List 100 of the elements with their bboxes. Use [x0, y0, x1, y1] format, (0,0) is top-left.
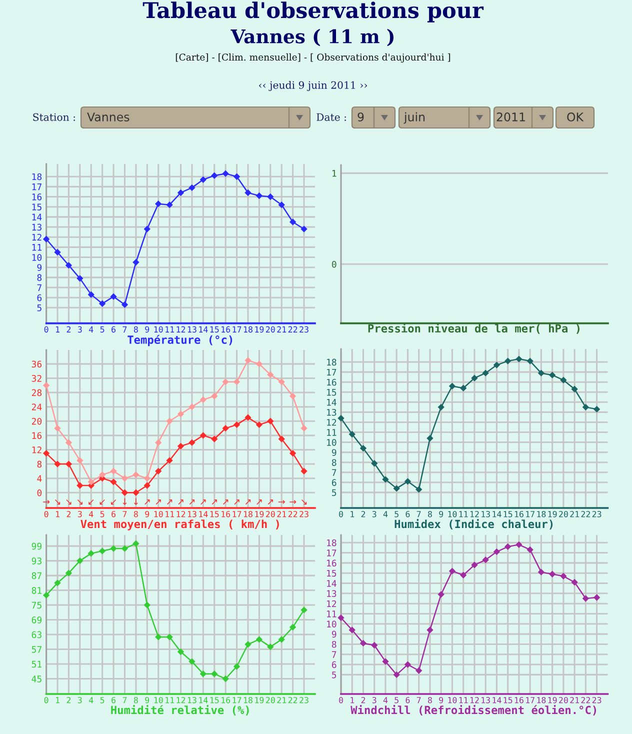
point: [516, 542, 522, 548]
x-tick-label: 9: [145, 326, 150, 333]
point: [527, 546, 534, 553]
point: [200, 670, 206, 677]
point: [371, 460, 378, 466]
y-tick-label: 12: [327, 418, 336, 426]
y-tick-label: 63: [32, 631, 42, 638]
y-tick-label: 12: [32, 446, 42, 454]
point: [211, 172, 218, 179]
point: [54, 580, 61, 586]
point: [449, 383, 456, 390]
x-tick-label: 7: [122, 326, 127, 332]
x-axis-title: Humidex (Indice chaleur): [394, 518, 553, 530]
y-tick-label: 5: [37, 304, 42, 312]
y-tick-label: 11: [327, 429, 336, 436]
text: Vannes ( 11 m ): [230, 28, 394, 46]
point: [290, 218, 296, 226]
point: [188, 658, 196, 665]
y-tick-label: 6: [332, 661, 336, 668]
annotation: →: [290, 500, 296, 504]
y-tick-label: 7: [332, 469, 336, 476]
point: [66, 262, 72, 268]
annotation: ↘: [54, 500, 60, 505]
point: [360, 640, 366, 646]
y-tick-label: 8: [37, 274, 42, 282]
point: [349, 626, 356, 634]
point: [416, 486, 422, 492]
x-tick-label: 21: [277, 696, 286, 704]
point: [244, 190, 252, 196]
y-tick-label: 5: [332, 489, 336, 496]
point: [43, 236, 50, 242]
y-tick-label: 9: [37, 264, 42, 271]
x-tick-label: 7: [416, 697, 421, 704]
x-tick-label: 3: [78, 696, 82, 704]
x-tick-label: 23: [300, 696, 308, 704]
point: [560, 573, 566, 580]
x-tick-label: 19: [548, 510, 557, 518]
x-tick-label: 10: [154, 696, 163, 704]
x-tick-label: 8: [134, 696, 138, 704]
point: [549, 571, 556, 578]
x-tick-label: 5: [100, 697, 104, 704]
x-tick-label: 17: [526, 697, 534, 704]
point: [122, 490, 128, 496]
point: [256, 422, 262, 428]
point: [300, 425, 308, 432]
point: [494, 548, 500, 555]
x-tick-label: 23: [592, 510, 602, 518]
point: [560, 377, 566, 384]
x-tick-label: 6: [112, 696, 116, 704]
point: [371, 642, 378, 648]
point: [110, 294, 117, 300]
point: [267, 372, 274, 378]
y-tick-label: 10: [327, 620, 336, 628]
point: [278, 202, 285, 208]
text: 9: [358, 112, 364, 122]
text: Date :: [316, 113, 346, 121]
y-tick-label: 15: [327, 570, 336, 577]
point: [155, 634, 162, 640]
point: [290, 393, 296, 400]
y-tick-label: 14: [327, 399, 336, 406]
point: [110, 478, 117, 485]
y-tick-label: 1: [332, 170, 336, 177]
y-tick-label: 24: [32, 404, 42, 410]
point: [211, 436, 218, 442]
y-tick-label: 69: [32, 616, 42, 624]
x-tick-label: 9: [439, 510, 444, 518]
x-tick-label: 5: [394, 511, 398, 518]
point: [382, 658, 389, 665]
point: [538, 569, 544, 576]
y-tick-label: 75: [32, 602, 42, 609]
text: Tableau d'observations pour: [142, 2, 484, 22]
x-tick-label: 23: [300, 510, 308, 518]
x-tick-label: 19: [255, 510, 264, 518]
y-tick-label: 8: [332, 459, 336, 466]
point: [43, 450, 50, 456]
point: [300, 606, 308, 614]
point: [278, 636, 285, 642]
x-tick-label: 9: [439, 696, 444, 704]
x-tick-label: 8: [134, 326, 138, 333]
annotation: ↓: [122, 498, 127, 505]
x-tick-label: 3: [78, 510, 82, 518]
x-tick-label: 5: [100, 511, 104, 518]
point: [244, 357, 252, 364]
annotation: ↙: [88, 500, 94, 505]
x-tick-label: 20: [559, 696, 568, 704]
point: [494, 362, 500, 368]
point: [244, 414, 252, 421]
text: Station :: [33, 113, 75, 121]
x-tick-label: 17: [232, 697, 242, 704]
point: [460, 385, 466, 392]
point: [267, 418, 274, 424]
y-tick-label: 13: [327, 590, 336, 597]
x-axis-title: Windchill (Refroidissement éolien.°C): [350, 704, 596, 716]
point: [290, 624, 296, 630]
annotation: ↗: [212, 500, 217, 505]
y-tick-label: 0: [37, 489, 42, 496]
y-tick-label: 14: [32, 214, 42, 220]
x-tick-label: 18: [244, 510, 252, 518]
y-tick-label: 11: [327, 610, 336, 618]
point: [211, 670, 218, 677]
